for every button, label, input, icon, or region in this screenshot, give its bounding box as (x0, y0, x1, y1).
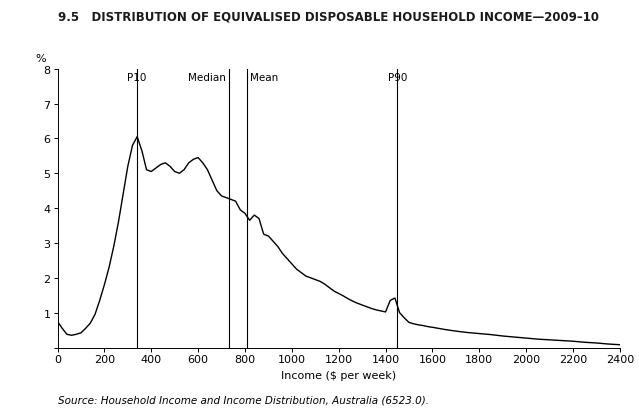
Text: P90: P90 (388, 73, 407, 83)
Text: %: % (35, 54, 46, 63)
Text: P10: P10 (128, 73, 147, 83)
Text: Median: Median (188, 73, 226, 83)
Text: 9.5   DISTRIBUTION OF EQUIVALISED DISPOSABLE HOUSEHOLD INCOME—2009–10: 9.5 DISTRIBUTION OF EQUIVALISED DISPOSAB… (58, 10, 599, 23)
Text: Mean: Mean (250, 73, 279, 83)
Text: Source: Household Income and Income Distribution, Australia (6523.0).: Source: Household Income and Income Dist… (58, 395, 429, 405)
X-axis label: Income ($ per week): Income ($ per week) (281, 370, 396, 380)
